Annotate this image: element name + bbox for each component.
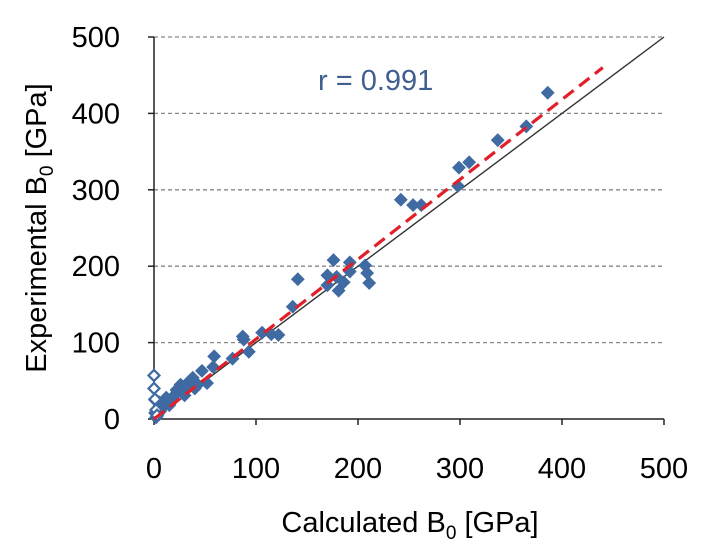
data-point — [362, 276, 377, 290]
x-tick-label: 0 — [146, 453, 162, 485]
y-tick-label: 500 — [72, 22, 120, 54]
x-tick-label: 500 — [640, 453, 688, 485]
data-point — [206, 360, 221, 374]
axis-ticks: 0 100 200 300 400 500 0 100 200 300 400 500 — [72, 22, 689, 485]
regression-fit-line — [153, 66, 604, 421]
data-point — [406, 198, 421, 213]
data-point — [358, 258, 373, 273]
y-tick-label: 0 — [104, 404, 120, 436]
gridlines — [154, 36, 664, 344]
x-axis-label-unit: [GPa] — [456, 507, 538, 539]
data-point — [285, 299, 300, 314]
y-axis-label: Experimental B0 [GPa] — [21, 83, 58, 372]
y-tick-label: 100 — [72, 328, 120, 360]
y-tick-label: 300 — [72, 175, 120, 207]
data-point — [331, 283, 346, 298]
open-data-point — [146, 381, 162, 396]
data-points — [146, 85, 555, 425]
data-point — [452, 160, 466, 175]
open-data-point — [146, 368, 162, 383]
x-tick-label: 300 — [436, 453, 484, 485]
y-tick-label: 200 — [72, 251, 120, 283]
x-axis-label-main: Calculated B — [281, 507, 445, 539]
data-point — [490, 133, 505, 148]
y-axis-label-subscript: 0 — [37, 165, 58, 176]
data-point — [540, 85, 555, 100]
x-axis-label-subscript: 0 — [446, 523, 457, 544]
x-tick-label: 100 — [232, 453, 280, 485]
y-axis-label-main: Experimental B — [21, 176, 53, 373]
x-tick-label: 200 — [334, 453, 382, 485]
data-point — [241, 344, 256, 359]
y-tick-label: 400 — [72, 98, 120, 130]
x-tick-label: 400 — [538, 453, 586, 485]
correlation-annotation: r = 0.991 — [318, 65, 433, 97]
identity-line — [153, 36, 665, 420]
data-point — [235, 329, 250, 344]
data-point — [462, 155, 477, 170]
data-point — [290, 272, 305, 287]
y-axis-label-unit: [GPa] — [21, 83, 53, 165]
data-point — [207, 349, 222, 364]
data-point — [393, 192, 408, 207]
x-axis-label: Calculated B0 [GPa] — [281, 507, 538, 544]
data-point — [326, 253, 341, 268]
data-point — [342, 255, 357, 270]
data-point — [195, 363, 209, 378]
